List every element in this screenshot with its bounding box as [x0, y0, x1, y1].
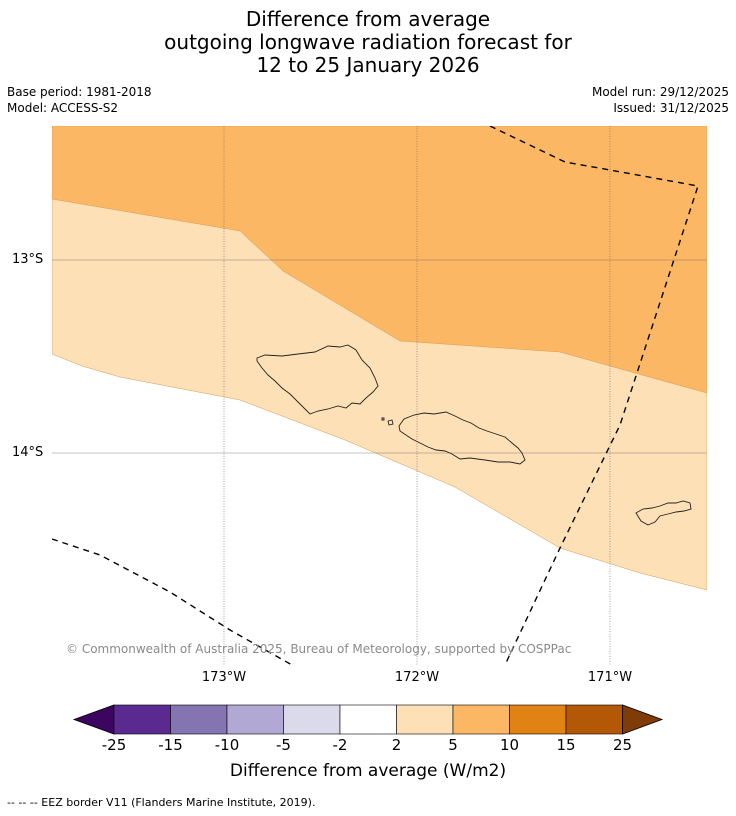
colorbar-tick-label: -2	[332, 736, 348, 754]
issued-date: Issued: 31/12/2025	[613, 101, 729, 115]
colorbar-swatch	[452, 704, 510, 735]
colorbar-extend-low	[72, 704, 115, 735]
colorbar-tick-label: 25	[612, 736, 633, 754]
contour-band-5-10	[52, 126, 707, 394]
eez-border-southwest	[52, 538, 293, 665]
lat-label-14s: 14°S	[12, 445, 44, 460]
lat-label-13s: 13°S	[12, 252, 44, 267]
coastlines	[256, 344, 692, 526]
colorbar-title: Difference from average (W/m2)	[229, 761, 507, 781]
map-area	[52, 126, 707, 665]
meta-left: Base period: 1981-2018 Model: ACCESS-S2	[7, 84, 152, 116]
gridlines	[52, 126, 707, 665]
colorbar-tick-label: 10	[499, 736, 520, 754]
base-period: Base period: 1981-2018	[7, 85, 152, 99]
chart-title: Difference from average outgoing longwav…	[0, 8, 736, 77]
savaii-island	[256, 344, 379, 415]
colorbar-swatch	[396, 704, 454, 735]
model-run: Model run: 29/12/2025	[591, 85, 729, 99]
eez-borders	[52, 126, 699, 665]
title-line-2: outgoing longwave radiation forecast for	[164, 30, 572, 54]
upolu-island	[398, 411, 526, 465]
colorbar-tick-label: 2	[391, 736, 402, 754]
copyright-notice: © Commonwealth of Australia 2025, Bureau…	[66, 642, 572, 656]
eez-border-east	[489, 126, 699, 665]
colorbar-swatch	[339, 704, 397, 735]
colorbar-tick-label: 5	[448, 736, 458, 754]
meta-right: Model run: 29/12/2025 Issued: 31/12/2025	[592, 84, 729, 116]
colorbar-swatch	[113, 704, 171, 735]
colorbar-swatches	[72, 704, 664, 735]
colorbar-tick-label: -15	[158, 736, 183, 754]
colorbar-tick-label: 15	[556, 736, 576, 754]
colorbar-tick-label: -10	[214, 736, 240, 754]
colorbar-swatch	[170, 704, 228, 735]
eez-legend: -- -- -- EEZ border V11 (Flanders Marine…	[7, 796, 316, 809]
apolima-island	[381, 417, 385, 421]
lon-label-171w: 171°W	[587, 670, 633, 685]
colorbar-tick-label: -25	[101, 736, 127, 754]
title-line-3: 12 to 25 January 2026	[256, 53, 480, 77]
colorbar-swatch	[283, 704, 341, 735]
lon-label-172w: 172°W	[394, 670, 440, 685]
tutuila-island	[635, 500, 692, 526]
manono-island	[387, 419, 394, 426]
colorbar-tick-label: -5	[276, 736, 291, 754]
colorbar-swatch	[565, 704, 623, 735]
colorbar-swatch	[226, 704, 284, 735]
title-line-1: Difference from average	[245, 7, 491, 31]
lon-label-173w: 173°W	[201, 670, 247, 685]
colorbar-swatch	[509, 704, 567, 735]
model-name: Model: ACCESS-S2	[7, 101, 119, 115]
colorbar-extend-high	[622, 704, 664, 735]
